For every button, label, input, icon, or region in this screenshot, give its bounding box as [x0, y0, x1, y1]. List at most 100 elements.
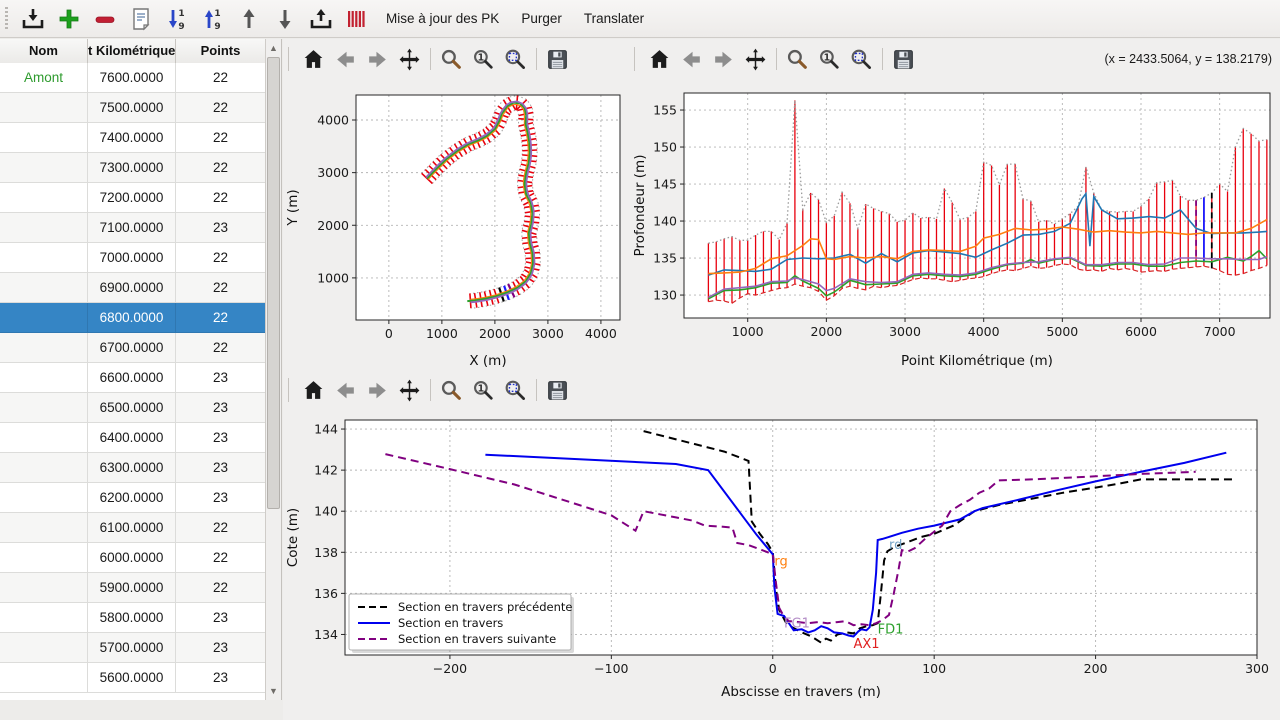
- svg-text:1: 1: [478, 52, 485, 63]
- cell-pk: 6900.0000: [88, 273, 176, 303]
- annotation-AX1: AX1: [853, 637, 879, 652]
- home-button[interactable]: [645, 44, 674, 74]
- cell-pk: 7200.0000: [88, 183, 176, 213]
- table-row[interactable]: 7000.0000 22: [0, 243, 266, 273]
- forward-button[interactable]: [363, 44, 392, 74]
- travers-chart[interactable]: −200 −100 0 100 200 300 134 136 138 140 142 144 Absc…: [283, 410, 1280, 707]
- column-header-points[interactable]: Points: [176, 39, 266, 63]
- svg-text:1: 1: [824, 52, 831, 63]
- table-row[interactable]: 6900.0000 22: [0, 273, 266, 303]
- cell-points: 23: [176, 633, 266, 663]
- table-row[interactable]: 7300.0000 22: [0, 153, 266, 183]
- forward-button[interactable]: [709, 44, 738, 74]
- import-button[interactable]: [16, 3, 50, 35]
- save-button[interactable]: [543, 44, 572, 74]
- cell-points: 22: [176, 63, 266, 93]
- pan-button[interactable]: [395, 44, 424, 74]
- cell-pk: 7400.0000: [88, 123, 176, 153]
- table-row[interactable]: 7500.0000 22: [0, 93, 266, 123]
- save-icon: [548, 49, 567, 69]
- table-row[interactable]: 5900.0000 22: [0, 573, 266, 603]
- zoom-1-button[interactable]: 1: [469, 44, 498, 74]
- scroll-up-icon[interactable]: ▲: [269, 43, 278, 53]
- toolbar-separator: [430, 48, 431, 70]
- svg-text:Y (m): Y (m): [285, 189, 301, 226]
- svg-text:155: 155: [653, 103, 677, 118]
- save-button[interactable]: [543, 375, 572, 405]
- cell-pk: 6100.0000: [88, 513, 176, 543]
- svg-text:100: 100: [922, 661, 946, 676]
- zoom-button[interactable]: [783, 44, 812, 74]
- svg-text:2000: 2000: [479, 326, 511, 341]
- table-scrollbar[interactable]: ▲ ▼: [265, 39, 281, 700]
- annotation-rg: rg: [774, 555, 787, 570]
- zoom-sel-button[interactable]: [501, 375, 530, 405]
- table-row[interactable]: 5600.0000 23: [0, 663, 266, 693]
- export-button[interactable]: [304, 3, 338, 35]
- cell-points: 23: [176, 663, 266, 693]
- table-row[interactable]: 6600.0000 23: [0, 363, 266, 393]
- zoom-1-button[interactable]: 1: [469, 375, 498, 405]
- table-row[interactable]: 6500.0000 23: [0, 393, 266, 423]
- svg-text:Section en travers précédente: Section en travers précédente: [398, 600, 572, 614]
- svg-text:Profondeur (m): Profondeur (m): [632, 155, 648, 257]
- remove-button[interactable]: [88, 3, 122, 35]
- zoom-button[interactable]: [437, 44, 466, 74]
- table-row[interactable]: 6700.0000 22: [0, 333, 266, 363]
- cell-nom: [0, 123, 88, 153]
- zoom-icon: [441, 49, 461, 69]
- cell-nom: [0, 483, 88, 513]
- table-row[interactable]: 5700.0000 23: [0, 633, 266, 663]
- svg-text:0: 0: [385, 326, 393, 341]
- pan-button[interactable]: [741, 44, 770, 74]
- action-translater[interactable]: Translater: [583, 10, 645, 26]
- zoom-button[interactable]: [437, 375, 466, 405]
- back-button[interactable]: [331, 44, 360, 74]
- table-row[interactable]: 6200.0000 23: [0, 483, 266, 513]
- notes-button[interactable]: [124, 3, 158, 35]
- add-button[interactable]: [52, 3, 86, 35]
- table-row[interactable]: 7200.0000 22: [0, 183, 266, 213]
- pk-sections-button[interactable]: [340, 3, 374, 35]
- scroll-down-icon[interactable]: ▼: [269, 686, 278, 696]
- save-button[interactable]: [889, 44, 918, 74]
- cell-points: 23: [176, 423, 266, 453]
- back-button[interactable]: [677, 44, 706, 74]
- cell-points: 23: [176, 603, 266, 633]
- scrollbar-thumb[interactable]: [267, 57, 280, 509]
- action-purger[interactable]: Purger: [521, 10, 562, 26]
- move-down-button[interactable]: [268, 3, 302, 35]
- plan-chart[interactable]: 0 1000 2000 3000 4000 1000 2000 3000 4000 X (m) Y …: [283, 78, 630, 376]
- svg-text:3000: 3000: [532, 326, 564, 341]
- column-header-pk[interactable]: t Kilométrique: [88, 39, 176, 63]
- table-row[interactable]: 5800.0000 23: [0, 603, 266, 633]
- pan-icon: [399, 48, 420, 70]
- table-row[interactable]: Amont 7600.0000 22: [0, 63, 266, 93]
- home-button[interactable]: [299, 375, 328, 405]
- forward-button[interactable]: [363, 375, 392, 405]
- svg-text:140: 140: [653, 214, 677, 229]
- zoom-sel-icon: [505, 380, 525, 400]
- home-button[interactable]: [299, 44, 328, 74]
- cell-points: 22: [176, 153, 266, 183]
- cell-nom: [0, 273, 88, 303]
- back-button[interactable]: [331, 375, 360, 405]
- table-row[interactable]: 6400.0000 23: [0, 423, 266, 453]
- table-row[interactable]: 6000.0000 22: [0, 543, 266, 573]
- table-row[interactable]: 7100.0000 23: [0, 213, 266, 243]
- table-row[interactable]: 7400.0000 22: [0, 123, 266, 153]
- table-row[interactable]: 6800.0000 22: [0, 303, 266, 333]
- column-header-nom[interactable]: Nom: [0, 39, 88, 63]
- zoom-sel-button[interactable]: [847, 44, 876, 74]
- move-up-button[interactable]: [232, 3, 266, 35]
- pan-button[interactable]: [395, 375, 424, 405]
- table-row[interactable]: 6100.0000 22: [0, 513, 266, 543]
- cursor-coordinates: (x = 2433.5064, y = 138.2179): [1104, 52, 1273, 66]
- zoom-1-button[interactable]: 1: [815, 44, 844, 74]
- table-row[interactable]: 6300.0000 23: [0, 453, 266, 483]
- profil-chart[interactable]: 1000 2000 3000 4000 5000 6000 7000 130 135 140 145…: [630, 78, 1280, 376]
- zoom-sel-button[interactable]: [501, 44, 530, 74]
- action-maj-pk[interactable]: Mise à jour des PK: [386, 10, 500, 26]
